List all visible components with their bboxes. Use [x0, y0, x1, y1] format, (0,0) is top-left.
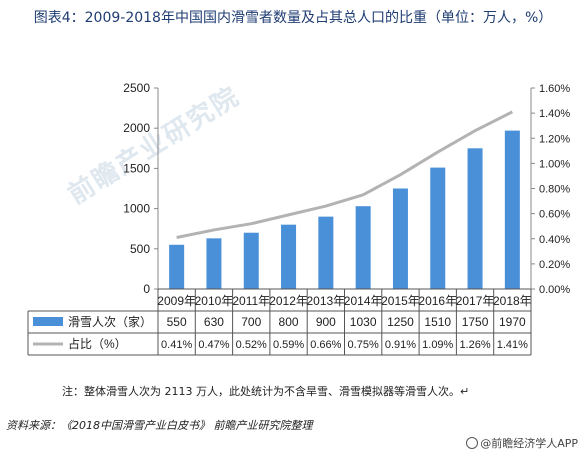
brand-label: @前瞻经济学人APP — [480, 437, 578, 450]
data-label: 0.47% — [198, 339, 229, 351]
x-tick-label: 2014年 — [344, 294, 383, 308]
y-left-tick-label: 2500 — [123, 81, 150, 95]
legend-line-label: 占比（%） — [68, 336, 127, 351]
y-right-tick-label: 0.00% — [539, 284, 570, 296]
y-left-tick-label: 500 — [130, 242, 150, 256]
x-tick-label: 2015年 — [381, 294, 420, 308]
data-label: 1970 — [499, 315, 526, 329]
data-label: 900 — [316, 315, 336, 329]
y-right-tick-label: 1.40% — [539, 108, 570, 120]
bar — [206, 238, 222, 289]
x-tick-label: 2011年 — [232, 294, 270, 308]
data-label: 1.26% — [459, 339, 490, 351]
bar — [243, 232, 259, 289]
data-label: 1510 — [424, 315, 451, 329]
bar — [355, 206, 371, 289]
x-tick-label: 2009年 — [157, 294, 196, 308]
data-label: 1.41% — [497, 339, 528, 351]
data-label: 0.52% — [236, 339, 267, 351]
legend-bar-swatch — [33, 317, 63, 326]
data-label: 0.59% — [273, 339, 304, 351]
bar — [169, 244, 185, 289]
chart-title: 图表4：2009-2018年中国国内滑雪者数量及占其总人口的比重（单位：万人，%… — [33, 10, 553, 26]
y-right-tick-label: 0.20% — [539, 259, 570, 271]
x-tick-label: 2018年 — [493, 294, 532, 308]
bar — [318, 216, 334, 289]
brand-footer: @前瞻经济学人APP — [466, 435, 578, 451]
y-right-tick-label: 1.20% — [539, 133, 570, 145]
data-label: 0.91% — [385, 339, 416, 351]
bar — [392, 188, 408, 289]
y-left-tick-label: 2000 — [123, 121, 150, 135]
data-label: 1.09% — [422, 339, 453, 351]
data-label: 630 — [204, 315, 224, 329]
y-right-tick-label: 0.80% — [539, 184, 570, 196]
y-right-tick-label: 0.60% — [539, 209, 570, 221]
x-tick-label: 2010年 — [195, 294, 234, 308]
y-left-tick-label: 1500 — [123, 161, 150, 175]
chart-note: 注：整体滑雪人次为 2113 万人，此处统计为不含旱雪、滑雪模拟器等滑雪人次。↵ — [62, 385, 470, 398]
bar — [281, 224, 297, 289]
data-label: 0.66% — [310, 339, 341, 351]
line-series — [176, 110, 514, 239]
source-text: 资料来源：《2018中国滑雪产业白皮书》 前瞻产业研究院整理 — [6, 419, 313, 432]
data-label: 1750 — [462, 315, 489, 329]
brand-logo-icon — [466, 437, 479, 449]
y-left-tick-label: 1000 — [123, 202, 150, 216]
data-label: 800 — [279, 315, 299, 329]
data-label: 0.41% — [161, 339, 192, 351]
legend-bar-label: 滑雪人次（家） — [68, 314, 152, 329]
data-label: 1250 — [387, 315, 414, 329]
data-label: 1030 — [350, 315, 377, 329]
bar — [504, 130, 520, 289]
data-label: 0.75% — [348, 339, 379, 351]
x-tick-label: 2017年 — [456, 294, 495, 308]
data-label: 700 — [241, 315, 261, 329]
bar — [430, 167, 446, 289]
y-right-tick-label: 0.40% — [539, 234, 570, 246]
y-right-tick-label: 1.60% — [539, 83, 570, 95]
x-tick-label: 2016年 — [418, 294, 457, 308]
x-tick-label: 2013年 — [306, 294, 345, 308]
x-tick-label: 2012年 — [269, 294, 308, 308]
bar — [467, 148, 483, 289]
data-label: 550 — [167, 315, 187, 329]
y-right-tick-label: 1.00% — [539, 158, 570, 170]
y-left-tick-label: 0 — [143, 282, 150, 296]
